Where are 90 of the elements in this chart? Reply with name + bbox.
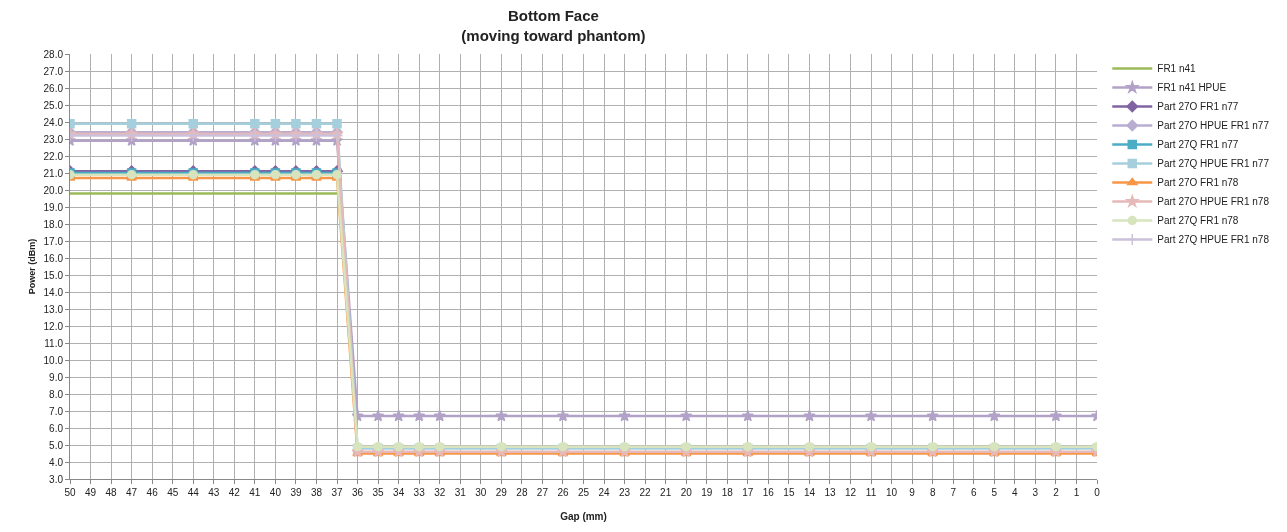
x-tick-label: 18 (721, 487, 734, 498)
x-tick-label: 7 (950, 487, 957, 498)
x-tick-label: 36 (352, 487, 364, 498)
y-tick-label: 16.0 (43, 252, 64, 264)
x-tick-label: 19 (701, 487, 713, 498)
x-tick-label: 4 (1012, 487, 1019, 498)
y-tick-label: 5.0 (49, 439, 64, 451)
y-tick-label: 6.0 (49, 422, 64, 434)
y-tick-label: 7.0 (49, 405, 64, 417)
x-tick-label: 46 (146, 487, 159, 498)
y-tick-label: 9.0 (49, 371, 64, 383)
x-tick-label: 29 (495, 487, 508, 498)
x-tick-label: 22 (639, 487, 652, 498)
y-tick-label: 27.0 (43, 65, 64, 77)
x-tick-label: 6 (970, 487, 977, 498)
y-tick-label: 25.0 (43, 99, 64, 111)
x-tick-label: 47 (126, 487, 138, 498)
x-tick-label: 21 (660, 487, 672, 498)
x-tick-label: 8 (929, 487, 936, 498)
legend-label: Part 27O HPUE FR1 n78 (1157, 196, 1270, 208)
x-tick-label: 0 (1094, 487, 1101, 498)
legend-label: Part 27Q FR1 n77 (1157, 139, 1239, 151)
x-tick-label: 9 (909, 487, 916, 498)
y-tick-label: 21.0 (43, 167, 64, 179)
y-tick-label: 12.0 (43, 320, 64, 332)
y-tick-label: 14.0 (43, 286, 64, 298)
y-tick-label: 23.0 (43, 133, 64, 145)
legend-label: Part 27Q FR1 n78 (1157, 215, 1239, 227)
y-tick-label: 28.0 (43, 48, 64, 60)
y-tick-label: 24.0 (43, 116, 64, 128)
x-tick-label: 42 (228, 487, 241, 498)
x-tick-label: 33 (413, 487, 426, 498)
x-tick-label: 40 (269, 487, 282, 498)
y-tick-label: 17.0 (43, 235, 64, 247)
legend-label: Part 27Q HPUE FR1 n78 (1157, 234, 1270, 246)
legend-label: Part 27O FR1 n77 (1157, 101, 1239, 113)
x-tick-label: 28 (516, 487, 528, 498)
x-axis-title: Gap (mm) (560, 510, 607, 522)
x-tick-label: 32 (434, 487, 446, 498)
x-tick-label: 12 (844, 487, 857, 498)
x-tick-label: 34 (393, 487, 405, 498)
y-tick-label: 11.0 (44, 337, 64, 349)
x-tick-label: 31 (454, 487, 467, 498)
x-tick-label: 26 (557, 487, 569, 498)
y-tick-label: 4.0 (49, 456, 64, 468)
x-tick-label: 45 (167, 487, 179, 498)
x-tick-label: 39 (290, 487, 302, 498)
x-tick-label: 49 (84, 487, 97, 498)
x-tick-label: 1 (1073, 487, 1080, 498)
x-tick-label: 20 (680, 487, 693, 498)
legend-label: FR1 n41 HPUE (1157, 82, 1227, 94)
x-tick-label: 48 (105, 487, 118, 498)
legend-label: Part 27O FR1 n78 (1157, 177, 1239, 189)
y-tick-label: 3.0 (49, 473, 64, 485)
legend-label: Part 27O HPUE FR1 n77 (1157, 120, 1270, 132)
legend-label: Part 27Q HPUE FR1 n77 (1157, 158, 1270, 170)
y-tick-label: 20.0 (43, 184, 64, 196)
x-tick-label: 16 (762, 487, 775, 498)
x-tick-label: 15 (783, 487, 795, 498)
y-axis-title: Power (dBm) (26, 238, 37, 295)
x-tick-label: 10 (886, 487, 898, 498)
x-tick-label: 2 (1053, 487, 1060, 498)
x-tick-label: 23 (619, 487, 631, 498)
y-tick-label: 22.0 (43, 150, 64, 162)
x-tick-label: 13 (824, 487, 836, 498)
x-tick-label: 3 (1032, 487, 1039, 498)
y-tick-label: 26.0 (43, 82, 64, 94)
x-tick-label: 25 (577, 487, 590, 498)
y-tick-label: 19.0 (43, 201, 64, 213)
y-tick-label: 13.0 (43, 303, 64, 315)
y-tick-label: 8.0 (49, 388, 64, 400)
y-tick-label: 15.0 (43, 269, 64, 281)
x-tick-label: 14 (803, 487, 816, 498)
x-tick-label: 11 (865, 487, 877, 498)
x-tick-label: 30 (475, 487, 487, 498)
x-tick-label: 5 (991, 487, 998, 498)
x-tick-label: 24 (598, 487, 611, 498)
chart-title: Bottom Face (moving toward phantom) (461, 7, 646, 44)
x-tick-label: 27 (536, 487, 549, 498)
x-tick-label: 17 (742, 487, 754, 498)
x-tick-label: 50 (64, 487, 76, 498)
x-tick-label: 44 (187, 487, 200, 498)
legend-label: FR1 n41 (1157, 63, 1197, 75)
x-tick-label: 35 (372, 487, 385, 498)
y-tick-label: 18.0 (43, 218, 64, 230)
x-tick-label: 37 (331, 487, 344, 498)
x-tick-label: 41 (249, 487, 261, 498)
y-tick-label: 10.0 (43, 354, 64, 366)
x-tick-label: 43 (208, 487, 220, 498)
x-tick-label: 38 (310, 487, 323, 498)
